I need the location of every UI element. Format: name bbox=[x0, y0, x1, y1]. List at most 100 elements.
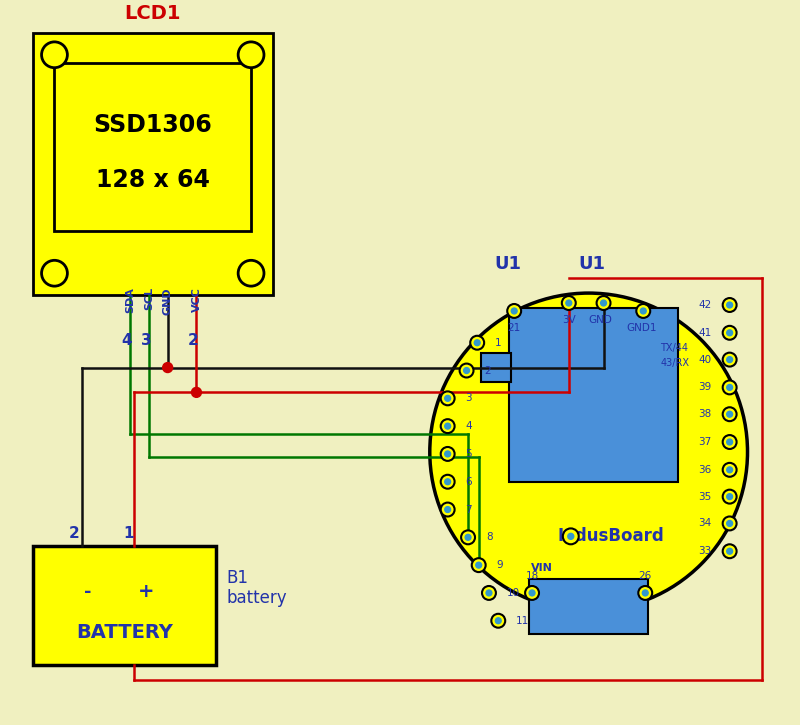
Text: SDA: SDA bbox=[125, 287, 135, 313]
Circle shape bbox=[472, 558, 486, 572]
Circle shape bbox=[441, 447, 454, 461]
Circle shape bbox=[563, 529, 578, 544]
Bar bbox=[482, 352, 511, 383]
Text: +: + bbox=[138, 582, 154, 601]
Text: 2: 2 bbox=[485, 365, 491, 376]
Text: VCC: VCC bbox=[191, 287, 202, 312]
Text: 6: 6 bbox=[466, 477, 472, 486]
Circle shape bbox=[491, 614, 506, 628]
Text: SSD1306: SSD1306 bbox=[94, 113, 212, 137]
Text: 18: 18 bbox=[526, 571, 538, 581]
Circle shape bbox=[722, 352, 737, 367]
Circle shape bbox=[726, 548, 733, 554]
Circle shape bbox=[441, 502, 454, 516]
Text: 37: 37 bbox=[698, 437, 712, 447]
Circle shape bbox=[722, 489, 737, 504]
Circle shape bbox=[464, 368, 470, 373]
Circle shape bbox=[525, 586, 539, 600]
Text: 3V: 3V bbox=[562, 315, 576, 325]
Text: 4: 4 bbox=[122, 333, 132, 348]
Circle shape bbox=[722, 435, 737, 449]
Text: 26: 26 bbox=[638, 571, 652, 581]
Text: 2: 2 bbox=[188, 333, 199, 348]
Text: 1: 1 bbox=[495, 338, 502, 348]
Circle shape bbox=[601, 300, 606, 306]
Circle shape bbox=[726, 467, 733, 473]
Bar bbox=[510, 308, 678, 481]
Circle shape bbox=[597, 296, 610, 310]
Text: GND: GND bbox=[162, 287, 173, 315]
Text: SCL: SCL bbox=[144, 287, 154, 310]
Circle shape bbox=[638, 586, 652, 600]
Text: 9: 9 bbox=[497, 560, 503, 570]
Circle shape bbox=[722, 407, 737, 421]
Circle shape bbox=[726, 330, 733, 336]
Text: VIN: VIN bbox=[531, 563, 553, 573]
Circle shape bbox=[507, 304, 521, 318]
Text: LCD1: LCD1 bbox=[125, 4, 181, 23]
Circle shape bbox=[726, 439, 733, 445]
Circle shape bbox=[441, 475, 454, 489]
Text: 34: 34 bbox=[698, 518, 712, 529]
Text: 36: 36 bbox=[698, 465, 712, 475]
Text: 43/RX: 43/RX bbox=[660, 357, 689, 368]
Circle shape bbox=[482, 586, 496, 600]
Text: 35: 35 bbox=[698, 492, 712, 502]
Text: 1: 1 bbox=[123, 526, 134, 542]
Circle shape bbox=[460, 363, 474, 378]
Circle shape bbox=[640, 308, 646, 314]
Circle shape bbox=[465, 534, 471, 540]
Circle shape bbox=[566, 300, 572, 306]
Circle shape bbox=[726, 384, 733, 390]
Text: GND1: GND1 bbox=[626, 323, 657, 333]
Bar bbox=[33, 546, 216, 666]
Text: TX/44: TX/44 bbox=[660, 343, 688, 353]
Text: 39: 39 bbox=[698, 382, 712, 392]
Text: B1
battery: B1 battery bbox=[226, 568, 287, 608]
Circle shape bbox=[441, 392, 454, 405]
Circle shape bbox=[568, 534, 574, 539]
Circle shape bbox=[722, 544, 737, 558]
Text: U1: U1 bbox=[578, 255, 606, 273]
Text: 128 x 64: 128 x 64 bbox=[96, 168, 210, 192]
Text: 42: 42 bbox=[698, 300, 712, 310]
Circle shape bbox=[562, 296, 576, 310]
Circle shape bbox=[722, 381, 737, 394]
Text: 4: 4 bbox=[466, 421, 472, 431]
Circle shape bbox=[461, 531, 475, 544]
Circle shape bbox=[511, 308, 517, 314]
Circle shape bbox=[722, 463, 737, 477]
Circle shape bbox=[470, 336, 484, 349]
Circle shape bbox=[474, 340, 480, 346]
Text: U1: U1 bbox=[494, 255, 522, 273]
Bar bbox=[33, 33, 273, 295]
Circle shape bbox=[722, 298, 737, 312]
Circle shape bbox=[445, 451, 450, 457]
Circle shape bbox=[726, 411, 733, 417]
Text: 33: 33 bbox=[698, 546, 712, 556]
Circle shape bbox=[726, 521, 733, 526]
Circle shape bbox=[726, 494, 733, 500]
Circle shape bbox=[445, 478, 450, 484]
Bar bbox=[529, 579, 648, 634]
Circle shape bbox=[238, 42, 264, 67]
Circle shape bbox=[445, 507, 450, 513]
Text: 8: 8 bbox=[486, 532, 493, 542]
Circle shape bbox=[726, 357, 733, 362]
Text: 5: 5 bbox=[466, 449, 472, 459]
Text: IndusBoard: IndusBoard bbox=[557, 527, 664, 545]
Text: 7: 7 bbox=[466, 505, 472, 515]
Circle shape bbox=[445, 395, 450, 401]
Bar bbox=[54, 63, 251, 231]
Text: BATTERY: BATTERY bbox=[76, 623, 173, 642]
Circle shape bbox=[722, 326, 737, 340]
Text: 38: 38 bbox=[698, 409, 712, 419]
Text: 21: 21 bbox=[507, 323, 521, 333]
Text: 40: 40 bbox=[698, 355, 712, 365]
Circle shape bbox=[441, 419, 454, 433]
Circle shape bbox=[722, 516, 737, 531]
Circle shape bbox=[636, 304, 650, 318]
Text: 2: 2 bbox=[69, 526, 80, 542]
Text: 3: 3 bbox=[466, 394, 472, 403]
Circle shape bbox=[162, 362, 173, 373]
